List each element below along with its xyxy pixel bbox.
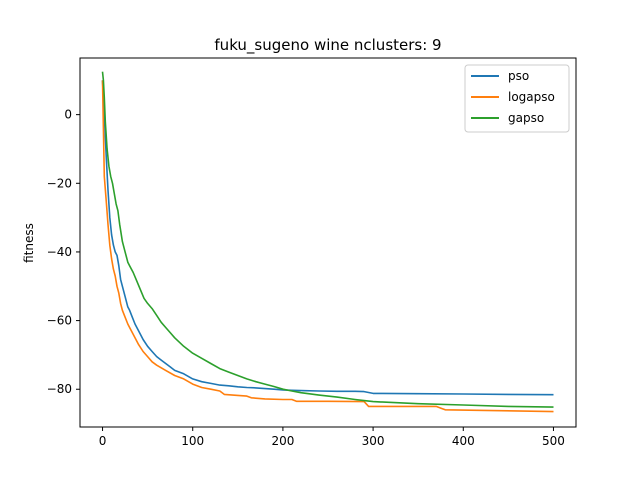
- x-axis: 0 100 200 300 400 500: [99, 427, 565, 448]
- y-tick-label: −80: [47, 382, 72, 396]
- legend-box: [464, 64, 570, 133]
- x-tick-label: 300: [362, 434, 385, 448]
- y-tick-label: −40: [47, 245, 72, 259]
- legend-label-logapso: logapso: [508, 90, 555, 104]
- legend-label-pso: pso: [508, 69, 529, 83]
- y-axis-label: fitness: [22, 223, 36, 263]
- x-tick-label: 100: [181, 434, 204, 448]
- chart-title: fuku_sugeno wine nclusters: 9: [214, 36, 441, 55]
- x-tick-label: 500: [542, 434, 565, 448]
- legend-label-gapso: gapso: [508, 111, 544, 125]
- series-line-logapso: [101, 80, 554, 413]
- y-tick-label: −60: [47, 314, 72, 328]
- x-tick-label: 400: [452, 434, 475, 448]
- legend: pso logapso gapso: [464, 64, 570, 133]
- series-line-pso: [101, 80, 554, 396]
- y-tick-label: 0: [64, 108, 72, 122]
- y-tick-label: −20: [47, 176, 72, 190]
- y-axis: 0 −20 −40 −60 −80: [47, 108, 80, 396]
- plot-lines: [101, 71, 554, 413]
- series-line-gapso: [101, 71, 554, 408]
- plot-frame: [79, 57, 577, 428]
- x-tick-label: 200: [271, 434, 294, 448]
- x-tick-label: 0: [99, 434, 107, 448]
